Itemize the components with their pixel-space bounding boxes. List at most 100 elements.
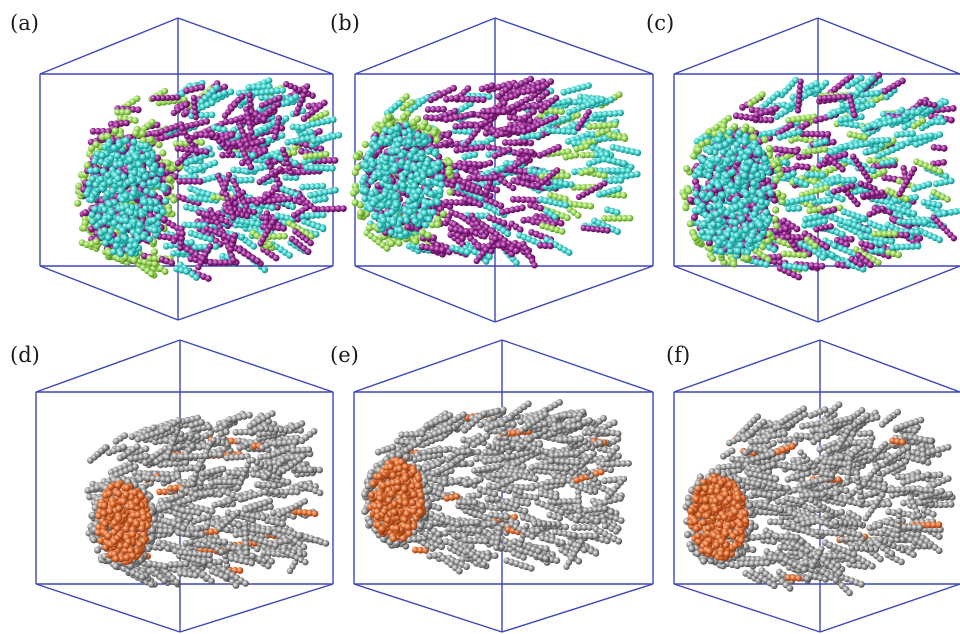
panel-b: (b): [330, 11, 654, 323]
bead: [445, 168, 453, 176]
bead: [340, 205, 347, 213]
bead: [395, 239, 403, 247]
bead: [320, 99, 328, 107]
bead: [411, 217, 419, 225]
bead: [149, 189, 157, 197]
bead: [127, 209, 135, 217]
bead: [263, 94, 271, 102]
bead: [128, 177, 136, 184]
bead: [377, 139, 385, 147]
bead: [381, 191, 389, 198]
bead: [575, 193, 583, 201]
bead: [725, 114, 732, 122]
bead: [419, 123, 427, 131]
bead: [162, 242, 170, 250]
bead: [126, 163, 134, 171]
bead: [331, 157, 339, 164]
bead: [271, 133, 279, 141]
bead: [598, 96, 606, 103]
bead: [873, 89, 881, 97]
bead: [143, 187, 151, 195]
bead: [479, 96, 487, 104]
bead: [555, 143, 562, 151]
bead: [361, 140, 369, 149]
bead: [305, 102, 313, 110]
bead: [382, 175, 390, 183]
bead: [386, 183, 394, 191]
bead: [767, 116, 775, 124]
bead: [414, 131, 422, 139]
bead: [936, 168, 944, 175]
bead: [415, 187, 423, 195]
bead: [614, 228, 621, 236]
bead: [626, 214, 634, 222]
bead: [148, 118, 156, 126]
bead: [91, 157, 99, 165]
bead: [98, 152, 106, 159]
bead: [304, 248, 312, 256]
bead: [126, 156, 134, 164]
bead: [269, 87, 276, 95]
bead: [145, 130, 153, 138]
bead: [574, 124, 582, 132]
bead: [203, 148, 210, 155]
bead: [117, 160, 124, 168]
bead: [258, 89, 266, 96]
bead: [498, 164, 506, 172]
bead: [424, 179, 432, 187]
bead: [530, 87, 537, 94]
bead: [183, 109, 191, 116]
bead: [170, 109, 178, 117]
bead: [437, 174, 445, 181]
bead: [322, 110, 330, 117]
bead: [254, 257, 261, 265]
bead: [335, 131, 343, 139]
bead: [323, 164, 331, 172]
bead: [481, 233, 488, 240]
bead: [444, 132, 452, 140]
bead: [250, 242, 258, 250]
bead: [478, 143, 486, 151]
bead: [562, 201, 570, 209]
bead: [319, 225, 327, 233]
bead: [411, 182, 419, 190]
panel-label-c: (c): [646, 11, 674, 35]
bead: [583, 143, 591, 150]
bead: [563, 214, 571, 222]
bead: [118, 196, 126, 204]
bead: [634, 149, 642, 157]
bead: [307, 128, 315, 136]
bead: [250, 83, 258, 91]
bead: [219, 151, 227, 159]
bead: [153, 205, 161, 213]
bead: [392, 201, 400, 209]
bead: [127, 249, 135, 257]
bead: [459, 184, 466, 191]
bead: [309, 212, 317, 219]
bead: [303, 83, 311, 90]
bead: [198, 83, 206, 91]
bead: [119, 226, 127, 234]
bead: [126, 222, 133, 230]
bead: [574, 212, 582, 219]
bead: [295, 168, 303, 176]
bead: [557, 219, 565, 227]
bead: [253, 89, 261, 97]
bead: [114, 108, 121, 116]
bead: [434, 220, 442, 229]
bead: [248, 129, 255, 136]
bead: [254, 200, 261, 207]
bead: [129, 189, 137, 197]
bead: [222, 259, 230, 266]
bead: [617, 176, 625, 184]
bead: [264, 159, 272, 166]
bead: [221, 89, 228, 97]
bead: [436, 187, 444, 195]
bead: [271, 197, 278, 204]
bead: [801, 251, 808, 259]
panel-label-b: (b): [330, 11, 360, 35]
bead: [130, 138, 138, 146]
bead: [74, 199, 82, 207]
bead: [396, 136, 404, 144]
bead: [213, 84, 221, 91]
